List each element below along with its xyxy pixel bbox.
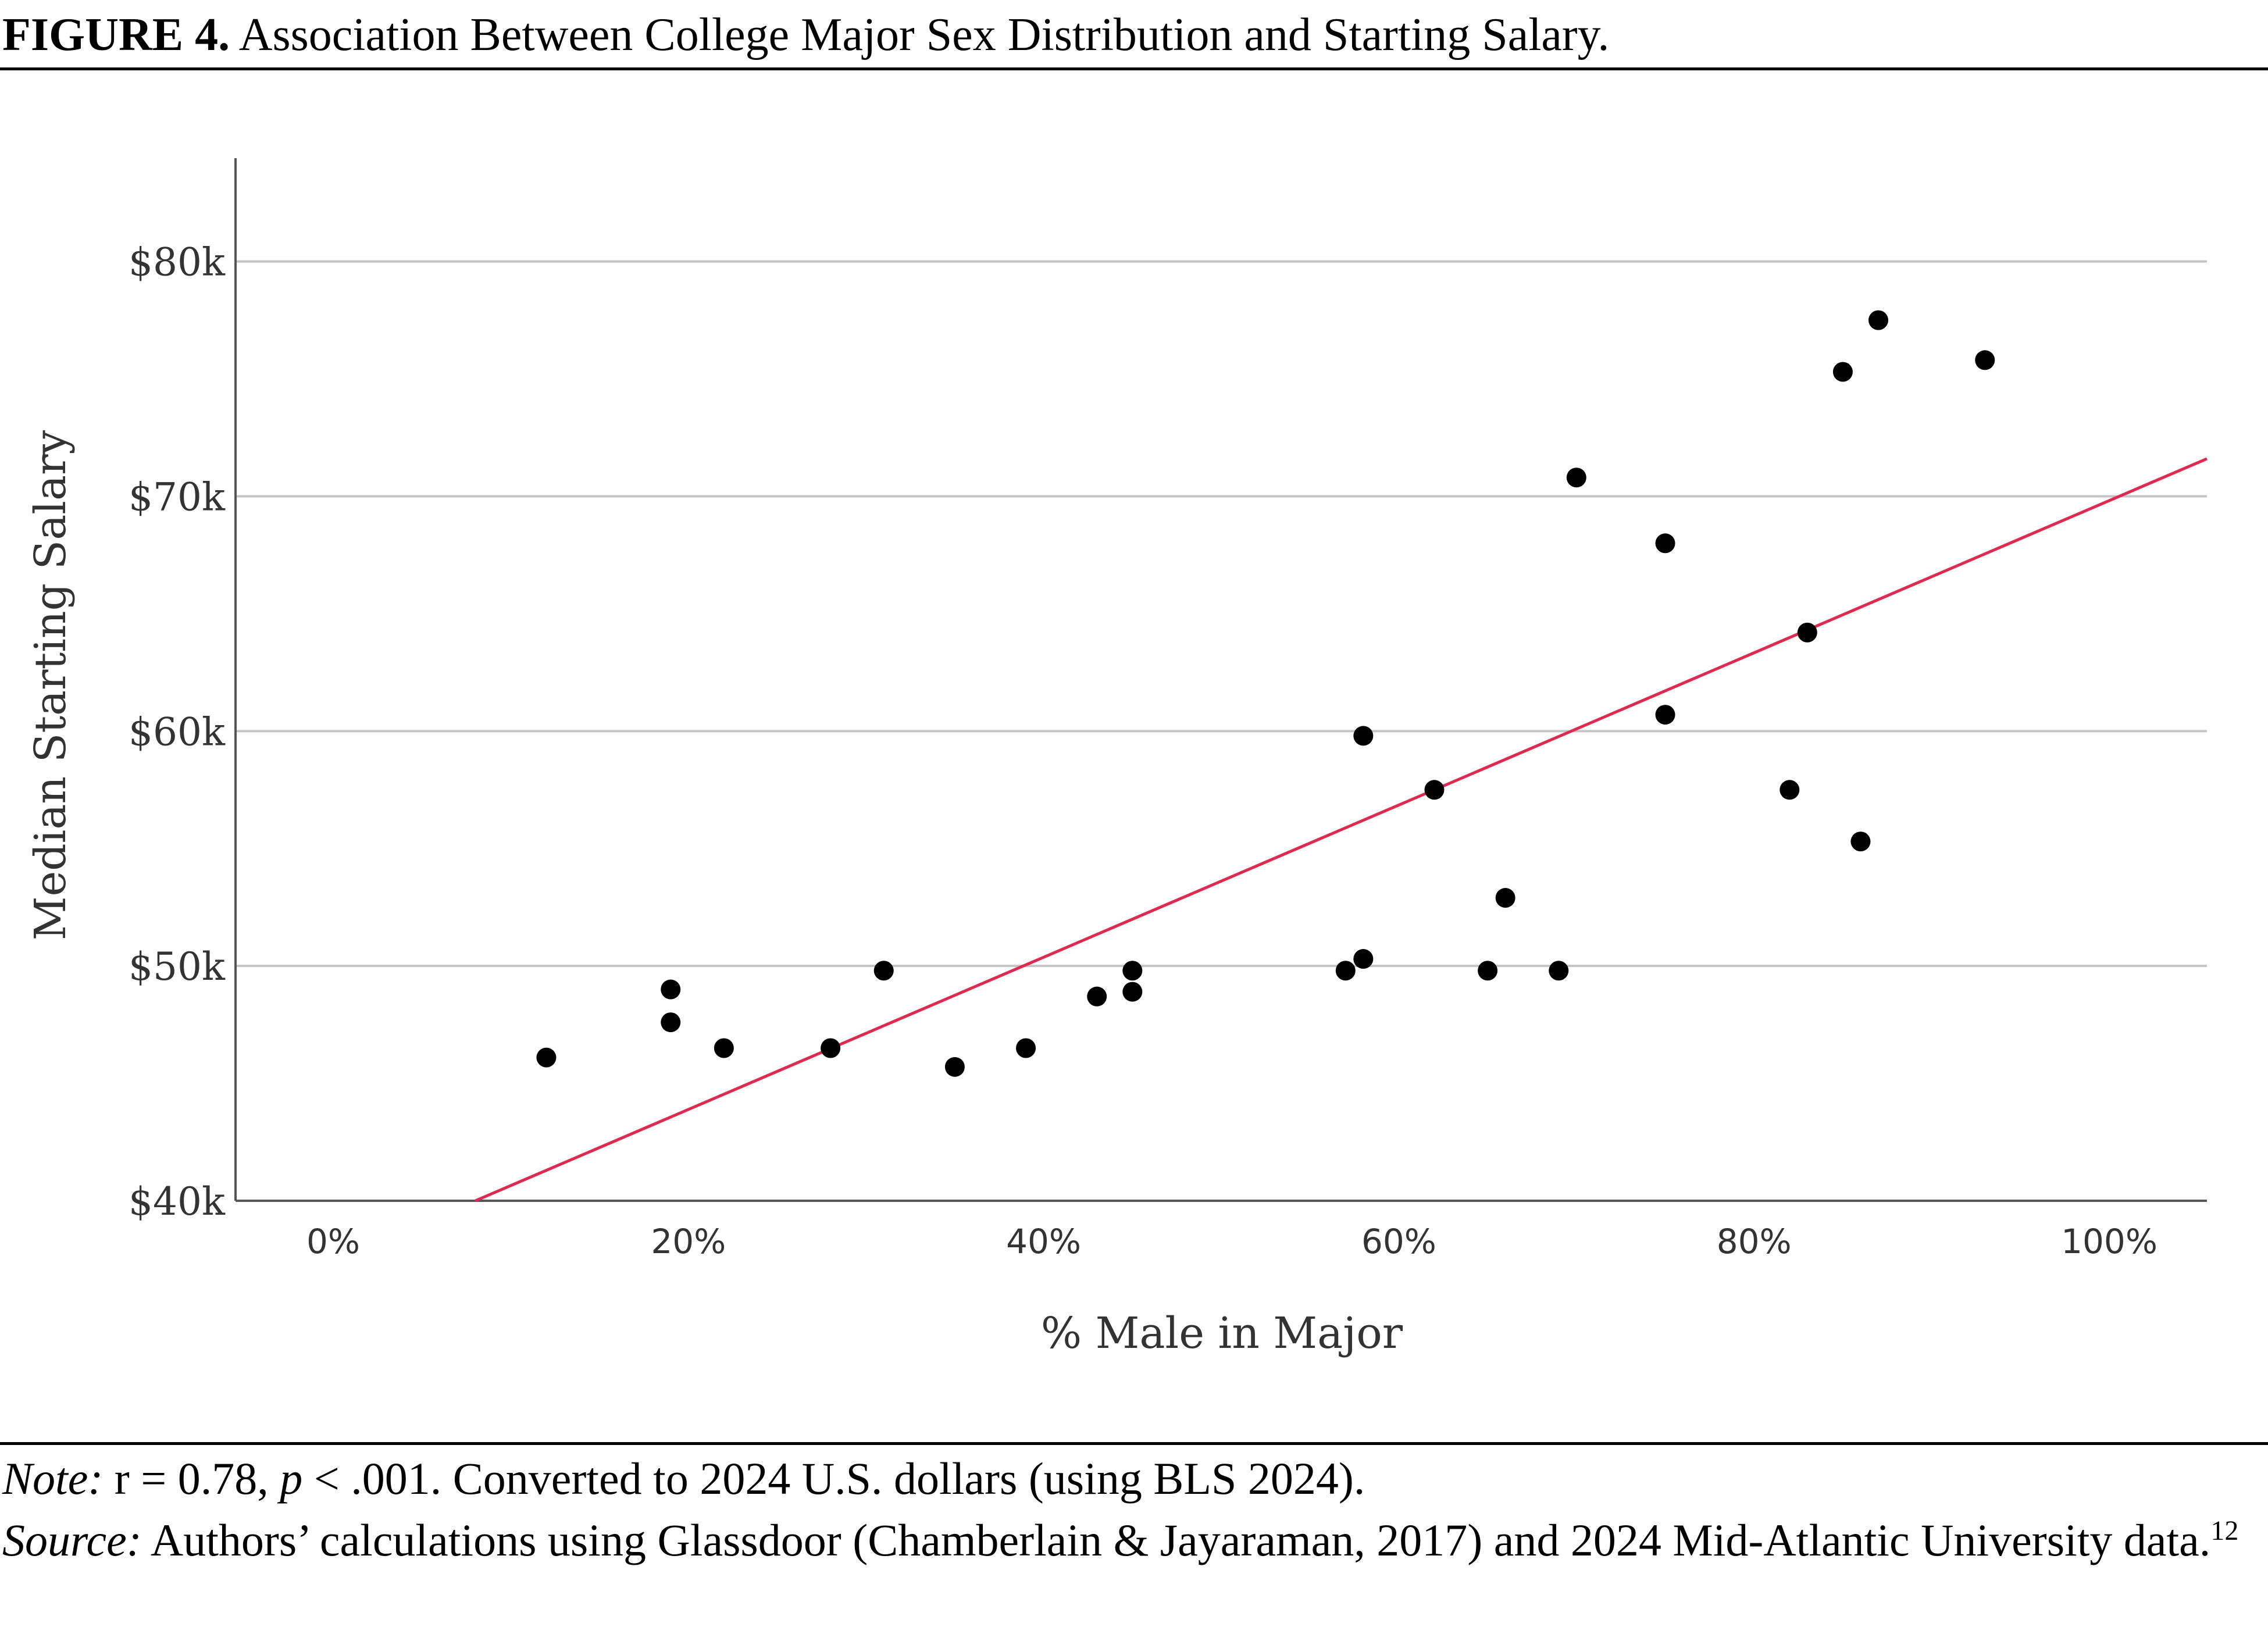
source-text: Authors’ calculations using Glassdoor (C… bbox=[150, 1515, 2211, 1565]
x-axis-label: % Male in Major bbox=[1041, 1308, 1403, 1358]
data-point bbox=[944, 1057, 965, 1077]
x-tick-label: 80% bbox=[1717, 1222, 1792, 1261]
data-point bbox=[1655, 533, 1675, 554]
data-point bbox=[1832, 362, 1853, 382]
y-tick-label: $60k bbox=[129, 709, 226, 754]
note-p: p bbox=[280, 1453, 303, 1504]
data-point bbox=[661, 979, 681, 1000]
data-point bbox=[1353, 726, 1374, 746]
data-point bbox=[1655, 705, 1675, 725]
y-tick-label: $50k bbox=[129, 944, 226, 989]
data-point bbox=[1797, 622, 1817, 643]
data-point bbox=[536, 1047, 557, 1068]
data-point bbox=[1122, 961, 1143, 981]
x-tick-label: 100% bbox=[2061, 1222, 2158, 1261]
source-footnote: 12 bbox=[2210, 1515, 2239, 1546]
data-point bbox=[1016, 1038, 1036, 1058]
data-point bbox=[661, 1012, 681, 1033]
note-rest: < .001. Converted to 2024 U.S. dollars (… bbox=[313, 1453, 1365, 1504]
bottom-rule bbox=[0, 1442, 2268, 1445]
note-line: Note: r = 0.78, p < .001. Converted to 2… bbox=[2, 1448, 2259, 1510]
data-point bbox=[1566, 468, 1586, 488]
data-point bbox=[821, 1038, 841, 1058]
y-tick-label: $40k bbox=[129, 1179, 226, 1224]
data-point bbox=[1975, 350, 1995, 370]
y-tick-label: $80k bbox=[129, 240, 226, 285]
data-point bbox=[1549, 961, 1569, 981]
x-tick-label: 60% bbox=[1361, 1222, 1436, 1261]
figure-notes: Note: r = 0.78, p < .001. Converted to 2… bbox=[2, 1448, 2259, 1571]
data-point bbox=[1868, 310, 1888, 330]
data-point bbox=[714, 1038, 734, 1058]
data-point bbox=[1353, 949, 1374, 969]
x-tick-label: 0% bbox=[306, 1222, 360, 1261]
scatter-chart: $40k $50k $60k $70k $80k 0% 20% 40% 60% 80% 100% % … bbox=[26, 158, 2208, 1358]
data-point bbox=[1424, 780, 1445, 800]
fit-line bbox=[475, 457, 2208, 1203]
source-line: Source: Authors’ calculations using Glas… bbox=[2, 1510, 2259, 1571]
figure-title: FIGURE 4. Association Between College Ma… bbox=[2, 0, 1609, 70]
data-point bbox=[873, 961, 894, 981]
x-tick-label: 40% bbox=[1006, 1222, 1081, 1261]
data-point bbox=[1780, 780, 1800, 800]
figure-caption: Association Between College Major Sex Di… bbox=[238, 9, 1610, 60]
data-point bbox=[1495, 888, 1515, 908]
x-tick-label: 20% bbox=[651, 1222, 726, 1261]
note-label: Note: bbox=[2, 1453, 104, 1504]
y-tick-label: $70k bbox=[129, 475, 226, 520]
figure-label: FIGURE 4. bbox=[2, 9, 230, 60]
data-point bbox=[1087, 986, 1107, 1007]
data-point bbox=[1122, 982, 1143, 1002]
y-axis-label: Median Starting Salary bbox=[26, 430, 76, 941]
top-rule bbox=[0, 67, 2268, 70]
data-point bbox=[1850, 832, 1871, 852]
data-point bbox=[1478, 961, 1498, 981]
note-r: r = 0.78, bbox=[114, 1453, 269, 1504]
data-point bbox=[1335, 961, 1356, 981]
source-label: Source: bbox=[2, 1515, 142, 1565]
